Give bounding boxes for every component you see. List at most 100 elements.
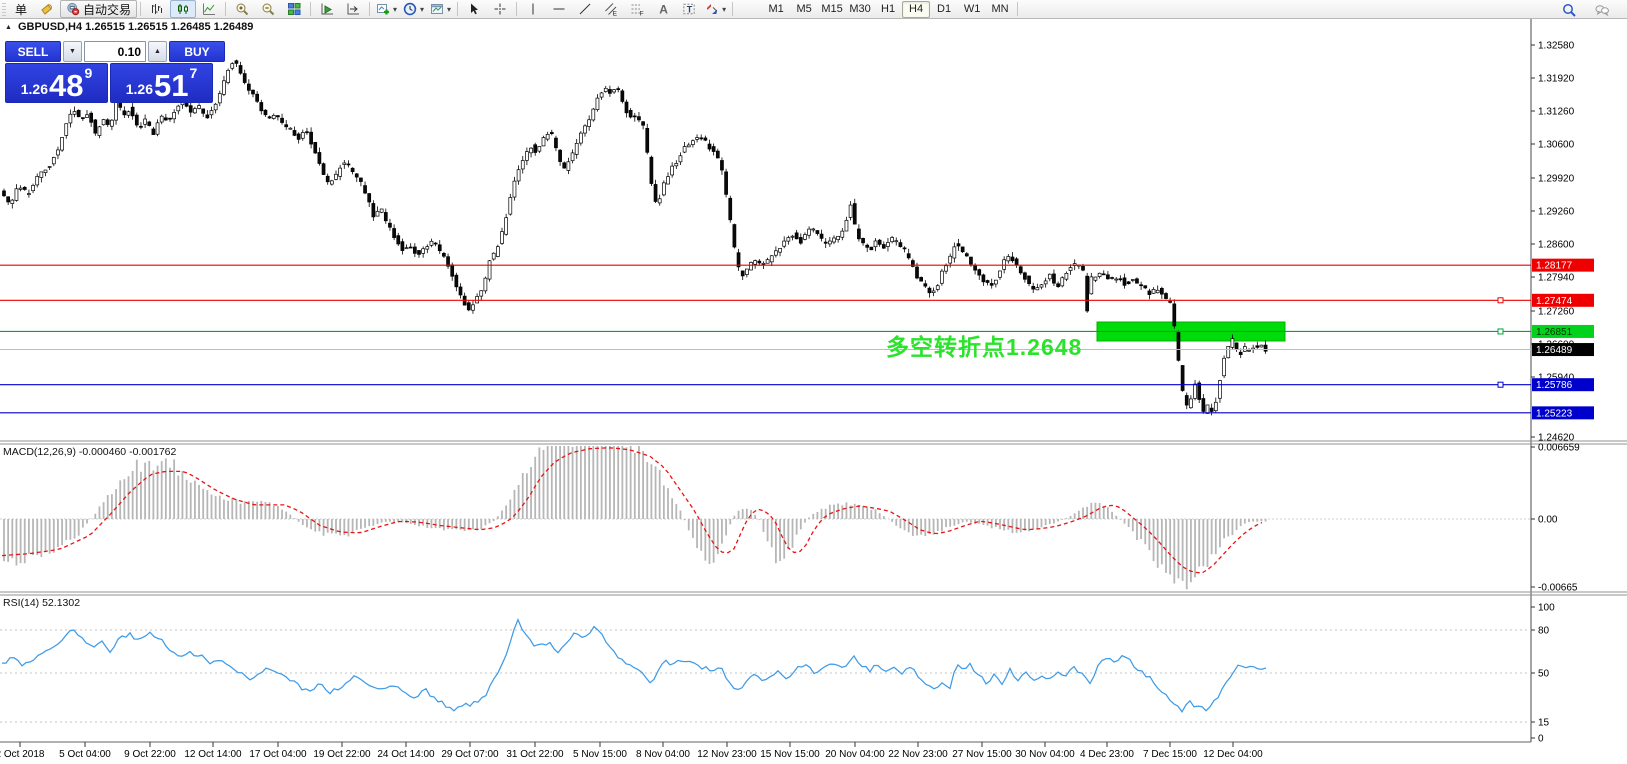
dropdown-caret-icon: ▾: [420, 4, 425, 14]
svg-text:0.006659: 0.006659: [1538, 443, 1580, 454]
svg-text:22 Nov 23:00: 22 Nov 23:00: [888, 749, 948, 760]
volume-input[interactable]: [84, 41, 146, 62]
auto-scroll-button[interactable]: [314, 0, 340, 18]
candlestick-chart-icon: [176, 2, 190, 16]
svg-text:1.30600: 1.30600: [1538, 140, 1575, 151]
svg-text:1.25786: 1.25786: [1536, 380, 1573, 391]
svg-text:1.27940: 1.27940: [1538, 273, 1575, 284]
toolbar-grip[interactable]: [2, 2, 6, 16]
zoom-out-button[interactable]: [255, 0, 281, 18]
buy-price-panel[interactable]: 1.26 51 7: [110, 63, 213, 103]
vertical-line-button[interactable]: [520, 0, 546, 18]
vertical-line-icon: [526, 2, 540, 16]
fibonacci-icon: F: [630, 2, 644, 16]
svg-text:12 Nov 23:00: 12 Nov 23:00: [697, 749, 757, 760]
timeframe-button-h4[interactable]: H4: [902, 0, 931, 18]
templates-button[interactable]: ▾: [427, 0, 454, 18]
svg-text:1.28600: 1.28600: [1538, 240, 1575, 251]
sell-price-pip: 9: [84, 65, 93, 81]
zoom-in-button[interactable]: [229, 0, 255, 18]
timeframe-button-m15[interactable]: M15: [821, 3, 843, 15]
auto-trading-button[interactable]: 自动交易: [60, 0, 138, 18]
new-order-button-partial[interactable]: 单: [8, 0, 34, 18]
svg-text:1.31920: 1.31920: [1538, 74, 1575, 85]
periods-button[interactable]: ▾: [400, 0, 427, 18]
svg-text:4 Dec 23:00: 4 Dec 23:00: [1080, 749, 1134, 760]
volume-increase-button[interactable]: ▲: [148, 41, 167, 62]
text-label-button[interactable]: T: [676, 0, 702, 18]
svg-text:1.27474: 1.27474: [1536, 296, 1573, 307]
macd-indicator-label: MACD(12,26,9) -0.000460 -0.001762: [3, 446, 177, 458]
trendline-button[interactable]: [572, 0, 598, 18]
svg-text:0: 0: [1538, 734, 1544, 745]
chart-shift-button[interactable]: [340, 0, 366, 18]
timeframe-button-m5[interactable]: M5: [796, 3, 812, 15]
collapse-arrow-icon[interactable]: ▲: [5, 23, 12, 31]
auto-scroll-icon: [320, 2, 334, 16]
crosshair-button[interactable]: [487, 0, 513, 18]
chart-title-bar: ▲ GBPUSD,H4 1.26515 1.26515 1.26485 1.26…: [5, 21, 253, 33]
new-order-button-partial-label: 单: [14, 2, 27, 17]
svg-text:A: A: [659, 3, 668, 16]
svg-text:50: 50: [1538, 669, 1550, 680]
svg-text:100: 100: [1538, 603, 1555, 614]
tile-windows-button[interactable]: [281, 0, 307, 18]
timeframe-toolbar: M1 M5 M15 M30 H1 H4 D1 W1 MN: [762, 0, 1014, 18]
sell-price-prefix: 1.26: [20, 81, 48, 97]
megaphone-icon[interactable]: [34, 0, 60, 18]
indicators-button[interactable]: ▾: [373, 0, 400, 18]
search-icon[interactable]: [1556, 1, 1582, 19]
sell-button[interactable]: SELL: [5, 41, 61, 62]
sell-price-panel[interactable]: 1.26 48 9: [5, 63, 108, 103]
equidistant-channel-button[interactable]: E: [598, 0, 624, 18]
svg-text:5 Nov 15:00: 5 Nov 15:00: [573, 749, 627, 760]
chart-shift-icon: [346, 2, 360, 16]
svg-text:F: F: [640, 11, 644, 16]
svg-text:12 Oct 14:00: 12 Oct 14:00: [184, 749, 242, 760]
svg-text:1.24620: 1.24620: [1538, 433, 1575, 444]
buy-button[interactable]: BUY: [169, 41, 225, 62]
toolbar-right-group: [1556, 1, 1615, 19]
candlestick-chart-button[interactable]: [170, 0, 197, 18]
horizontal-line-icon: [552, 2, 566, 16]
timeframe-button-h1[interactable]: H1: [881, 3, 896, 15]
timeframe-button-m1[interactable]: M1: [768, 3, 784, 15]
text-button[interactable]: A: [650, 0, 676, 18]
toolbar-left-group: 单 自动交易 ▾ ▾ ▾ E F A T ▾: [8, 0, 736, 18]
svg-text:1.29260: 1.29260: [1538, 207, 1575, 218]
auto-trading-icon: [66, 2, 80, 16]
cursor-icon: [467, 2, 481, 16]
svg-text:0.00: 0.00: [1538, 515, 1558, 526]
text-label-icon: T: [682, 2, 696, 16]
timeframe-button-mn[interactable]: MN: [991, 3, 1009, 15]
svg-text:7 Dec 15:00: 7 Dec 15:00: [1143, 749, 1197, 760]
crosshair-icon: [493, 2, 507, 16]
chat-icon[interactable]: [1589, 1, 1615, 19]
chart-annotation-text: 多空转折点1.2648: [886, 334, 1083, 360]
svg-text:15: 15: [1538, 718, 1550, 729]
buy-price-prefix: 1.26: [125, 81, 153, 97]
templates-icon: [430, 2, 444, 16]
time-axis[interactable]: [0, 743, 1531, 764]
horizontal-line-button[interactable]: [546, 0, 572, 18]
timeframe-button-m30[interactable]: M30: [849, 3, 871, 15]
cursor-button[interactable]: [461, 0, 487, 18]
price-axis[interactable]: [1532, 19, 1627, 741]
volume-decrease-button[interactable]: ▼: [63, 41, 82, 62]
svg-text:-0.00665: -0.00665: [1538, 583, 1578, 594]
indicators-icon: [376, 2, 390, 16]
bar-chart-button[interactable]: [144, 0, 170, 18]
fibonacci-button[interactable]: F: [624, 0, 650, 18]
rsi-indicator-label: RSI(14) 52.1302: [3, 597, 81, 609]
svg-text:80: 80: [1538, 626, 1550, 637]
svg-text:9 Oct 22:00: 9 Oct 22:00: [124, 749, 176, 760]
line-chart-button[interactable]: [196, 0, 222, 18]
svg-text:E: E: [613, 10, 618, 16]
timeframe-button-w1[interactable]: W1: [963, 3, 981, 15]
dropdown-caret-icon: ▾: [447, 4, 452, 14]
arrows-button[interactable]: ▾: [702, 0, 729, 18]
svg-text:12 Dec 04:00: 12 Dec 04:00: [1203, 749, 1263, 760]
svg-text:1.25223: 1.25223: [1536, 408, 1573, 419]
timeframe-button-d1[interactable]: D1: [937, 3, 952, 15]
